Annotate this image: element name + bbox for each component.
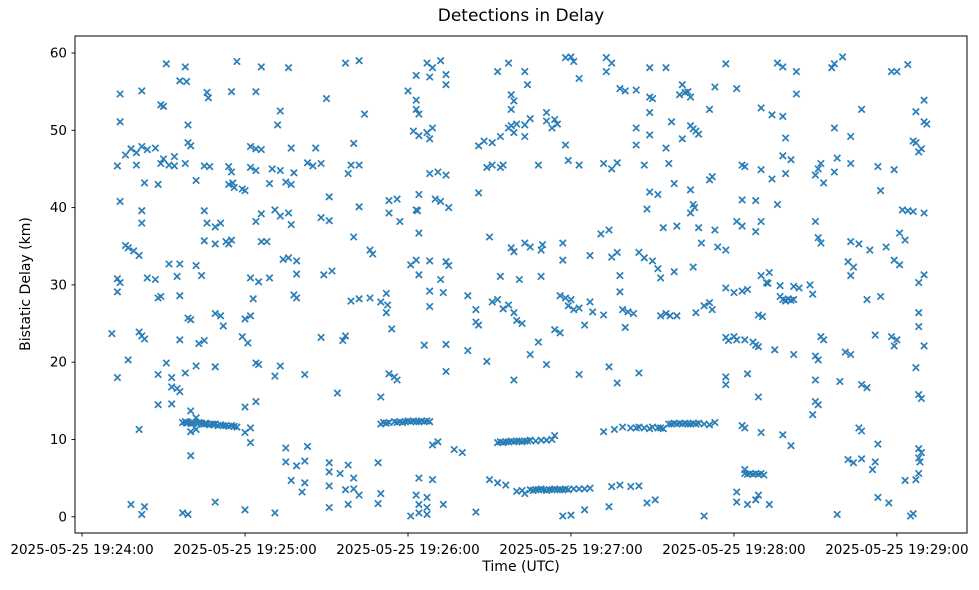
scatter-points <box>108 53 931 520</box>
x-tick-label: 2025-05-25 19:24:00 <box>10 542 153 558</box>
x-tick-label: 2025-05-25 19:28:00 <box>662 542 805 558</box>
y-tick-label: 20 <box>50 355 67 371</box>
y-tick-label: 40 <box>50 200 67 216</box>
y-axis-label: Bistatic Delay (km) <box>18 217 34 351</box>
x-tick-label: 2025-05-25 19:29:00 <box>825 542 968 558</box>
x-tick-label: 2025-05-25 19:26:00 <box>336 542 479 558</box>
x-tick-label: 2025-05-25 19:25:00 <box>173 542 316 558</box>
y-tick-label: 50 <box>50 123 67 139</box>
y-tick-label: 10 <box>50 432 67 448</box>
chart-title: Detections in Delay <box>437 6 605 26</box>
plot-frame <box>74 35 968 534</box>
x-axis-label: Time (UTC) <box>482 559 560 575</box>
x-tick-label: 2025-05-25 19:27:00 <box>499 542 642 558</box>
y-tick-label: 30 <box>50 277 67 293</box>
y-tick-label: 60 <box>50 46 67 62</box>
y-tick-label: 0 <box>58 509 67 525</box>
